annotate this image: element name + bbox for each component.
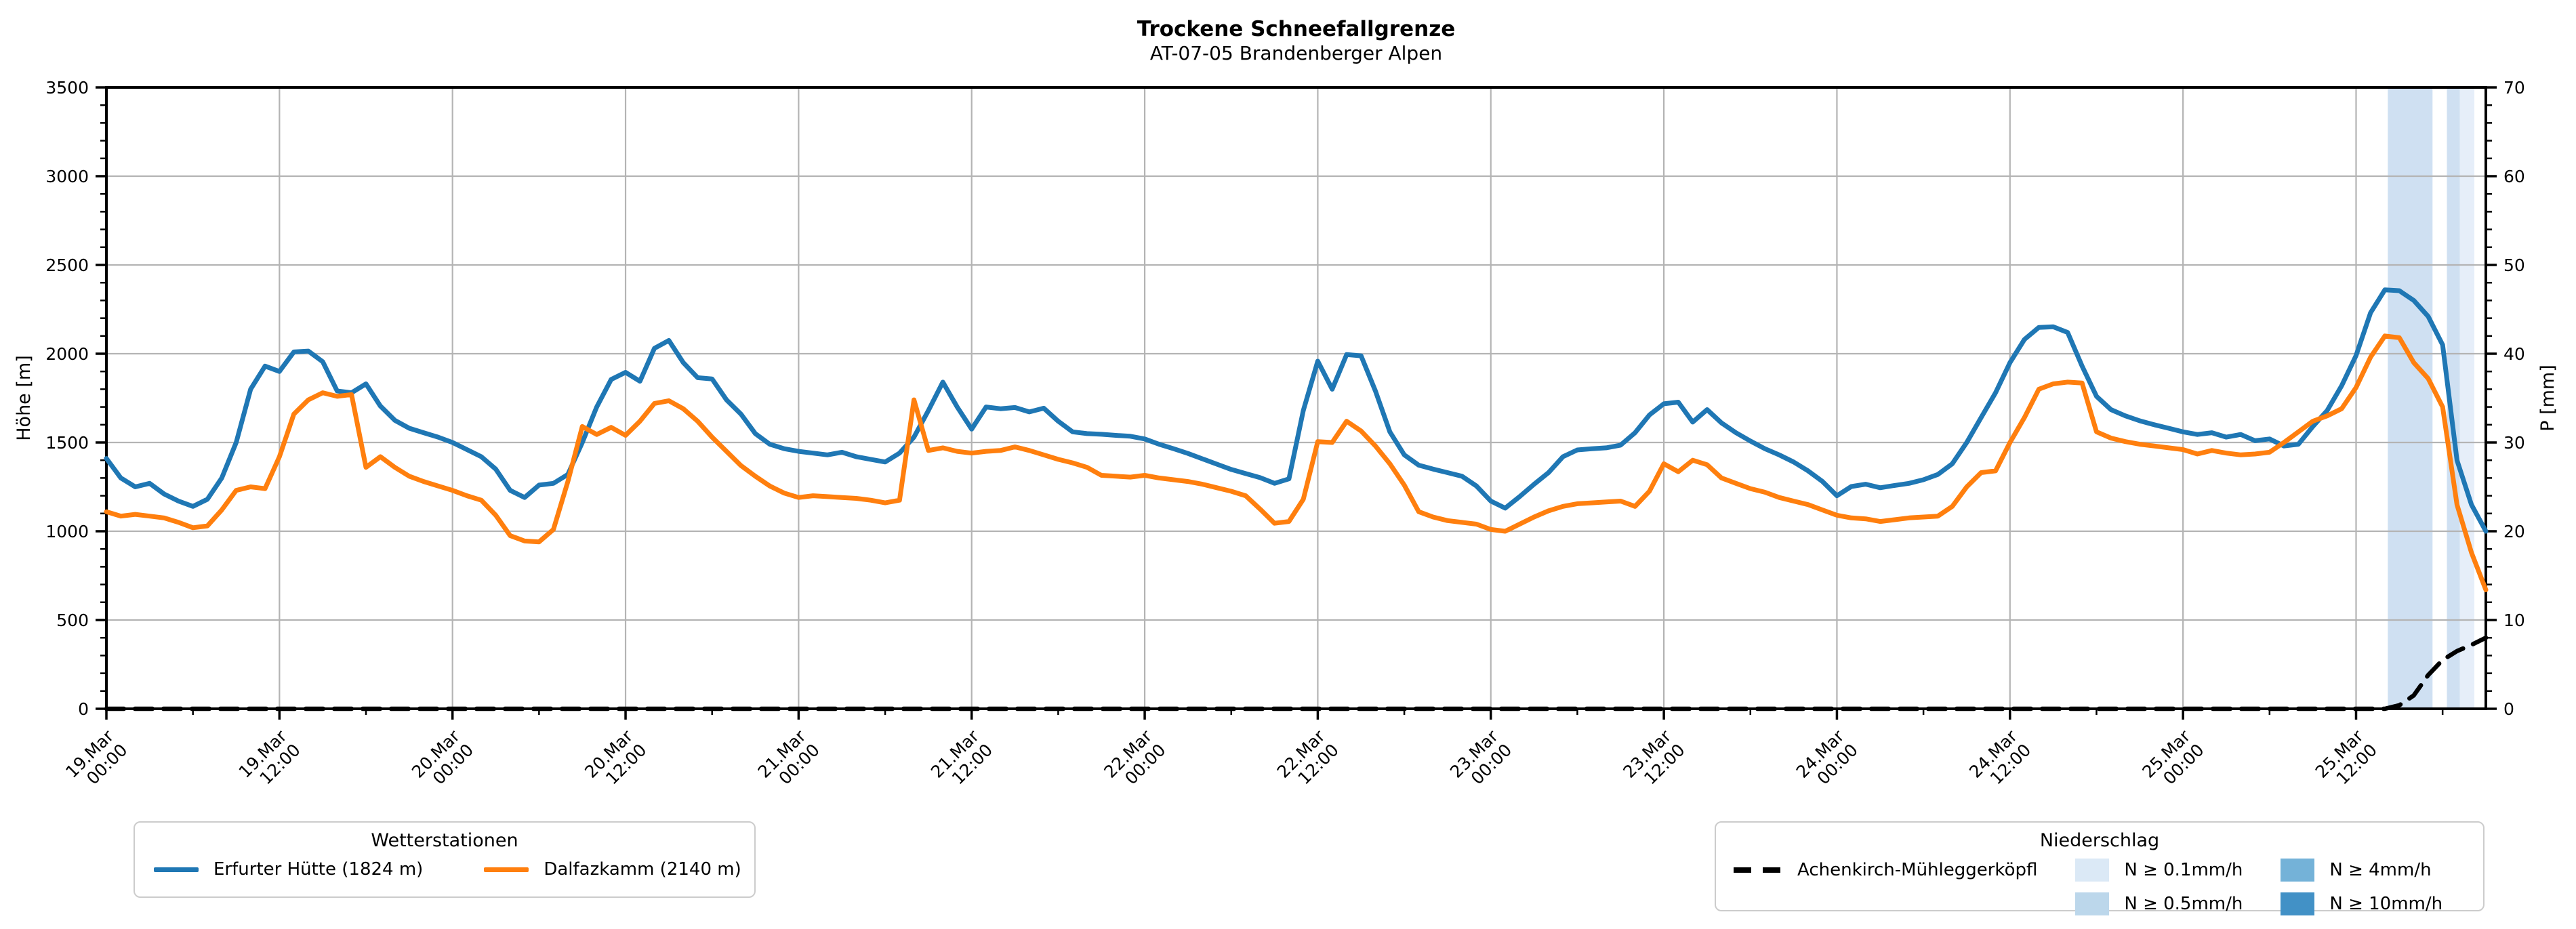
- y-left-tick-label: 0: [78, 699, 89, 719]
- x-tick-label: 19.Mar00:00: [62, 726, 131, 796]
- erfurter-huette-line-icon: [154, 867, 199, 872]
- achenkirch-label: Achenkirch-Mühleggerköpfl: [1797, 860, 2038, 880]
- series-dalfazkamm-2140-m-: [104, 333, 2489, 592]
- n4-label: N ≥ 4mm/h: [2329, 860, 2432, 880]
- n10-label: N ≥ 10mm/h: [2329, 894, 2443, 914]
- x-tick-label: 22.Mar12:00: [1273, 726, 1343, 796]
- n05-label: N ≥ 0.5mm/h: [2124, 894, 2243, 914]
- tick-labels: 0 500 1000 1500 2000 2500 3000 3500 0 10 20 30 40 50 6…: [45, 78, 2525, 796]
- dashed-line-icon: [1734, 867, 1782, 873]
- y-right-tick-label: 30: [2503, 433, 2525, 453]
- x-tick-label: 25.Mar00:00: [2138, 726, 2208, 796]
- x-tick-label: 20.Mar12:00: [581, 726, 651, 796]
- series: [104, 287, 2489, 711]
- y-right-tick-label: 60: [2503, 167, 2525, 186]
- n01-patch-icon: [2075, 859, 2110, 882]
- y-right-tick-label: 40: [2503, 344, 2525, 364]
- legend-entry-dalfazkamm: Dalfazkamm (2140 m): [484, 859, 741, 880]
- x-tick-label: 24.Mar00:00: [1793, 726, 1862, 796]
- x-tick-label: 23.Mar12:00: [1619, 726, 1689, 796]
- legend-precip-title: Niederschlag: [2039, 830, 2160, 851]
- y-left-tick-label: 2000: [45, 344, 89, 364]
- precip-band: [2388, 87, 2433, 709]
- x-tick-label: 25.Mar12:00: [2312, 726, 2381, 796]
- x-tick-label: 20.Mar00:00: [408, 726, 478, 796]
- dalfazkamm-line-icon: [484, 867, 529, 872]
- axis-titles: Höhe [m] P [mm]: [14, 355, 2558, 441]
- y-left-tick-label: 3000: [45, 167, 89, 186]
- y-left-tick-label: 1500: [45, 433, 89, 453]
- legend-entry-n10: N ≥ 10mm/h: [2281, 890, 2442, 917]
- y-left-tick-label: 1000: [45, 522, 89, 541]
- precip-band: [2447, 87, 2460, 709]
- n05-patch-icon: [2075, 892, 2110, 915]
- erfurter-huette-label: Erfurter Hütte (1824 m): [213, 859, 424, 880]
- legend-entry-n05: N ≥ 0.5mm/h: [2075, 890, 2243, 917]
- precip-band: [2459, 87, 2474, 709]
- x-tick-label: 24.Mar12:00: [1965, 726, 2035, 796]
- legend-stations-title: Wetterstationen: [371, 830, 518, 851]
- x-tick-label: 23.Mar00:00: [1446, 726, 1516, 796]
- precip-bands: [2388, 87, 2474, 709]
- legend-entry-n4: N ≥ 4mm/h: [2281, 856, 2442, 884]
- legend-niederschlag: Niederschlag Achenkirch-Mühleggerköpfl N…: [1715, 821, 2485, 915]
- x-tick-label: 19.Mar12:00: [235, 726, 305, 796]
- x-tick-label: 21.Mar00:00: [754, 726, 824, 796]
- n10-patch-icon: [2281, 892, 2315, 915]
- chart-subtitle: AT-07-05 Brandenberger Alpen: [1149, 42, 1443, 64]
- n01-label: N ≥ 0.1mm/h: [2124, 860, 2243, 880]
- legend-entry-erfurter-huette: Erfurter Hütte (1824 m): [154, 859, 423, 880]
- y-left-tick-label: 3500: [45, 78, 89, 98]
- y-left-tick-label: 2500: [45, 255, 89, 275]
- y-left-tick-label: 500: [56, 611, 89, 630]
- y-right-tick-label: 10: [2503, 611, 2525, 630]
- legend-entry-n01: N ≥ 0.1mm/h: [2075, 856, 2243, 884]
- gridlines: [106, 87, 2486, 709]
- y-right-axis-title: P [mm]: [2537, 365, 2558, 432]
- y-right-tick-label: 50: [2503, 255, 2525, 275]
- y-right-tick-label: 0: [2503, 699, 2514, 719]
- y-right-tick-label: 70: [2503, 78, 2525, 98]
- chart-title: Trockene Schneefallgrenze: [1137, 17, 1456, 41]
- legend-wetterstationen: Wetterstationen Erfurter Hütte (1824 m) …: [134, 821, 756, 898]
- dalfazkamm-label: Dalfazkamm (2140 m): [544, 859, 741, 880]
- y-right-tick-label: 20: [2503, 522, 2525, 541]
- axis-ticks: [96, 86, 2497, 720]
- legend-entry-achenkirch: Achenkirch-Mühleggerköpfl: [1734, 856, 2037, 884]
- plot-spines: [105, 86, 2487, 710]
- series-erfurter-h-tte-1824-m-: [104, 287, 2489, 534]
- x-tick-label: 22.Mar00:00: [1100, 726, 1170, 796]
- series-achenkirch-m-hleggerk-pfl: [104, 635, 2489, 711]
- y-left-axis-title: Höhe [m]: [14, 355, 35, 441]
- x-tick-label: 21.Mar12:00: [927, 726, 997, 796]
- n4-patch-icon: [2281, 859, 2315, 882]
